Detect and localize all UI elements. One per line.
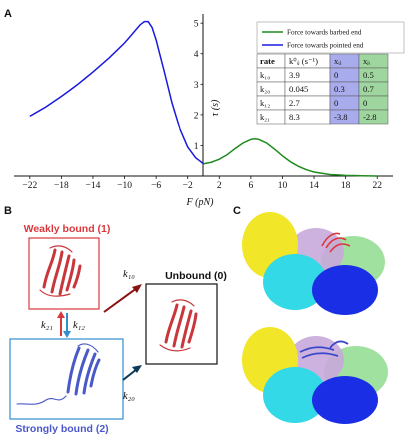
legend-box xyxy=(256,21,405,54)
x-tick-label: −10 xyxy=(117,181,132,191)
x-tick-label: 6 xyxy=(249,181,254,191)
weakly-bound-protein-image xyxy=(39,245,82,297)
table-value: k₂₀ xyxy=(260,84,270,94)
y-tick-label: 5 xyxy=(194,20,199,30)
strongly-bound-protein-image xyxy=(16,343,101,405)
structure-top xyxy=(242,212,385,315)
subunit-blue xyxy=(312,265,378,315)
table-value: k₁₂ xyxy=(260,98,270,108)
rate-label-k12: k₁₂ xyxy=(73,320,85,331)
arrow-k21 xyxy=(57,311,65,336)
weakly-bound-box xyxy=(28,237,100,310)
series-line-1 xyxy=(29,20,204,165)
table-header: xᵢⱼ xyxy=(334,56,342,66)
x-tick-label: 22 xyxy=(372,181,382,191)
strongly-bound-box xyxy=(9,338,124,420)
arrow-k12 xyxy=(63,313,71,338)
y-tick-label: 2 xyxy=(194,111,199,121)
table-cell xyxy=(358,109,389,125)
series-line-0 xyxy=(203,137,378,177)
table-value: 8.3 xyxy=(289,112,300,122)
table-value: 0 xyxy=(334,98,338,108)
x-tick-label: −22 xyxy=(22,181,37,191)
rate-label-k21: k₂₁ xyxy=(41,320,53,331)
table-value: 0.045 xyxy=(289,84,308,94)
bound-protein-blue xyxy=(299,340,349,359)
rate-label-k10: k₁₀ xyxy=(123,269,135,280)
state-strongly-bound-label: Strongly bound (2) xyxy=(15,423,108,435)
table-value: 0.5 xyxy=(363,70,374,80)
rate-table: rate k⁰ᵢⱼ (s⁻¹) xᵢⱼ xⱼᵢ k₁₀ 3.9 0 0.5 k₂₀ 0.045 0.… xyxy=(256,53,389,125)
table-header: xⱼᵢ xyxy=(363,56,371,66)
table-value: 2.7 xyxy=(289,98,300,108)
table-value: 0.7 xyxy=(363,84,374,94)
x-tick-label: 18 xyxy=(341,181,351,191)
state-unbound-label: Unbound (0) xyxy=(165,270,227,282)
structure-bottom xyxy=(242,327,388,424)
subunit-cyan xyxy=(263,367,327,423)
x-ticks: −22 −18 −14 −10 −6 −2 2 6 10 14 18 22 xyxy=(22,176,382,191)
y-tick-label: 1 xyxy=(194,142,199,152)
table-value: 3.9 xyxy=(289,70,300,80)
panel-label-a: A xyxy=(4,8,12,20)
table-value: 0 xyxy=(334,70,338,80)
x-tick-label: 14 xyxy=(309,181,319,191)
y-ticks: 1 2 3 4 5 xyxy=(194,20,204,152)
state-weakly-bound-label: Weakly bound (1) xyxy=(24,223,111,235)
legend: Force towards barbed end Force towards p… xyxy=(256,21,405,54)
legend-label-pointed: Force towards pointed end xyxy=(287,42,364,50)
panel-label-c: C xyxy=(233,205,241,217)
x-tick-label: −2 xyxy=(183,181,193,191)
series-lines xyxy=(29,20,378,177)
table-header: k⁰ᵢⱼ (s⁻¹) xyxy=(289,56,318,66)
kinetic-scheme: Weakly bound (1) Unbound (0) Strongly bo… xyxy=(9,223,227,435)
x-tick-label: −14 xyxy=(86,181,101,191)
x-tick-label: 10 xyxy=(278,181,288,191)
arrow-k10 xyxy=(103,284,142,313)
bound-protein-red xyxy=(321,232,351,253)
rate-label-k20: k₂₀ xyxy=(123,391,135,402)
unbound-protein-image xyxy=(159,299,198,352)
table-value: -3.8 xyxy=(334,112,348,122)
table-value: k₂₁ xyxy=(260,112,270,122)
table-value: 0.3 xyxy=(334,84,345,94)
x-tick-label: −6 xyxy=(151,181,161,191)
x-axis-label: F (pN) xyxy=(186,197,215,208)
y-axis-label: τ (s) xyxy=(210,99,221,116)
y-tick-label: 4 xyxy=(194,50,199,60)
table-value: -2.8 xyxy=(363,112,377,122)
table-value: 0 xyxy=(363,98,367,108)
arrow-k20 xyxy=(122,365,142,381)
legend-label-barbed: Force towards barbed end xyxy=(287,29,362,37)
subunit-cyan xyxy=(263,254,327,310)
table-header: rate xyxy=(260,56,275,66)
unbound-box xyxy=(145,283,218,365)
x-tick-label: −18 xyxy=(54,181,69,191)
y-tick-label: 3 xyxy=(194,81,199,91)
panel-label-b: B xyxy=(4,205,12,217)
subunit-blue xyxy=(312,376,378,424)
table-value: k₁₀ xyxy=(260,70,270,80)
x-tick-label: 2 xyxy=(217,181,222,191)
